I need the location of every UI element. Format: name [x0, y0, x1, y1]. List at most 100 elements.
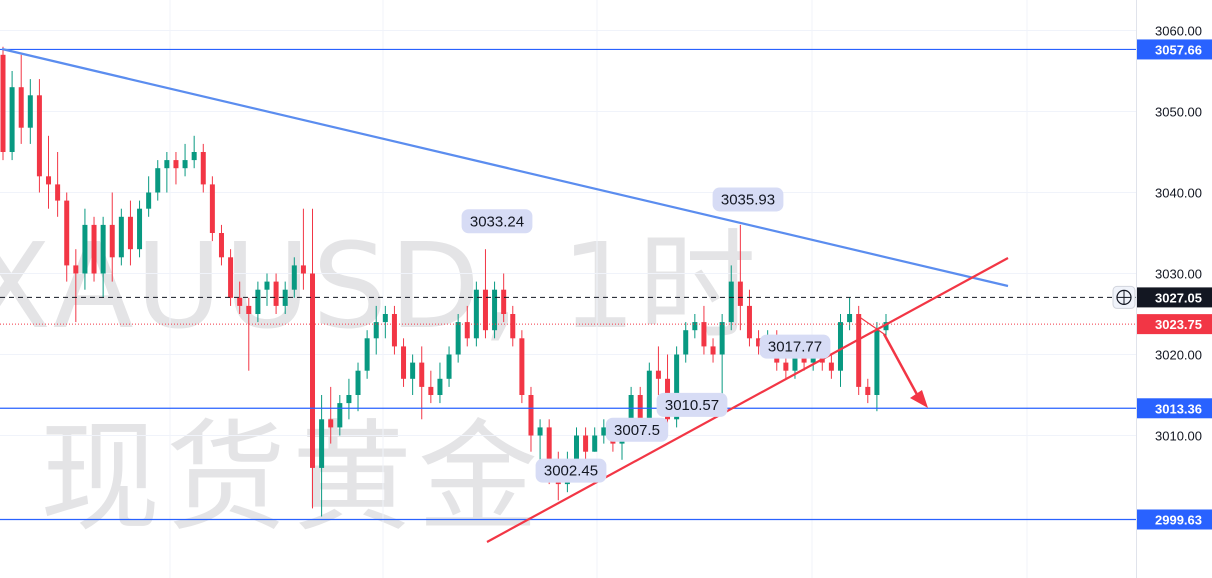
candle: [155, 160, 161, 201]
candle-body: [828, 362, 834, 371]
candle: [328, 386, 334, 444]
candle: [64, 192, 70, 282]
annotation-label: 3010.57: [665, 397, 719, 414]
down-arrow-head: [910, 390, 928, 408]
candle: [36, 79, 42, 193]
candle: [501, 273, 507, 323]
candle: [164, 152, 170, 193]
candle: [282, 281, 288, 314]
candle-body: [182, 160, 188, 169]
candle: [237, 281, 243, 314]
candles: [0, 46, 889, 517]
candle: [446, 346, 452, 387]
candle: [428, 370, 434, 404]
candle-body: [883, 322, 889, 331]
y-tick-label: 3050.00: [1155, 105, 1202, 120]
candle-body: [410, 362, 416, 379]
annotation-label: 3035.93: [721, 191, 775, 208]
candle: [18, 54, 24, 144]
candle: [510, 305, 516, 347]
candle: [883, 314, 889, 339]
candle-body: [209, 184, 215, 233]
candle: [200, 143, 206, 193]
candle: [464, 305, 470, 347]
candle: [191, 135, 197, 169]
candle-body: [155, 168, 161, 193]
price-annotation: 3033.24: [461, 209, 533, 234]
level-price-tag-label: 3057.66: [1155, 42, 1202, 57]
candle-body: [792, 354, 798, 371]
candle: [118, 208, 124, 266]
candle-body: [73, 265, 79, 274]
candle: [419, 346, 425, 420]
candle: [391, 305, 397, 355]
candle: [701, 305, 707, 355]
candle: [655, 346, 661, 395]
candle-body: [746, 305, 752, 339]
candle-body: [419, 362, 425, 387]
candle-body: [91, 224, 97, 274]
y-tick-label: 3030.00: [1155, 267, 1202, 282]
candle: [109, 192, 115, 282]
candle-body: [18, 87, 24, 128]
candle-body: [492, 289, 498, 331]
annotation-badge: [712, 187, 784, 212]
candle: [9, 71, 15, 161]
candle-body: [337, 403, 343, 428]
price-axis[interactable]: 3060.00 3050.00 3040.00 3030.00 3020.00 3010.…: [1112, 0, 1212, 578]
candle-body: [728, 281, 734, 323]
candle: [492, 281, 498, 339]
candle: [0, 46, 6, 161]
candle-body: [583, 435, 589, 452]
candle: [601, 419, 607, 444]
arrow-lead-line: [857, 315, 885, 335]
candle-body: [501, 289, 507, 314]
candle: [228, 249, 234, 306]
candle: [173, 152, 179, 185]
candle: [209, 176, 215, 242]
candle-body: [701, 322, 707, 347]
candle-body: [300, 265, 306, 274]
candle: [364, 330, 370, 379]
annotation-badge: [656, 392, 728, 417]
candle-body: [82, 224, 88, 274]
annotation-label: 3017.77: [768, 339, 822, 356]
candle-body: [783, 362, 789, 371]
candle: [401, 338, 407, 387]
candle-body: [319, 419, 325, 468]
candle: [583, 427, 589, 460]
y-tick-label: 3010.00: [1155, 429, 1202, 444]
candle-body: [146, 192, 152, 209]
candle: [828, 354, 834, 379]
down-arrow-shaft: [882, 333, 922, 401]
candle-body: [282, 289, 288, 306]
candle: [82, 208, 88, 290]
annotation-badge: [605, 417, 669, 442]
candle: [319, 395, 325, 517]
candle: [46, 135, 52, 209]
candle-body: [756, 338, 762, 347]
candle-body: [255, 289, 261, 314]
candle-body: [118, 216, 124, 258]
candle-body: [628, 395, 634, 428]
annotation-badge: [535, 458, 607, 483]
candle: [865, 378, 871, 404]
candle: [264, 273, 270, 306]
candle: [473, 281, 479, 347]
annotation-label: 3002.45: [544, 463, 598, 480]
candle-body: [355, 370, 361, 395]
candle-body: [637, 395, 643, 420]
candle-body: [391, 314, 397, 347]
candle: [592, 427, 598, 452]
candle: [692, 314, 698, 339]
candle-body: [9, 87, 15, 152]
candle-body: [510, 314, 516, 339]
candle-body: [601, 427, 607, 436]
candle-body: [100, 224, 106, 274]
candle-body: [655, 370, 661, 379]
candle-body: [737, 281, 743, 306]
candle: [255, 281, 261, 323]
candle: [847, 297, 853, 331]
candle-body: [164, 160, 170, 169]
